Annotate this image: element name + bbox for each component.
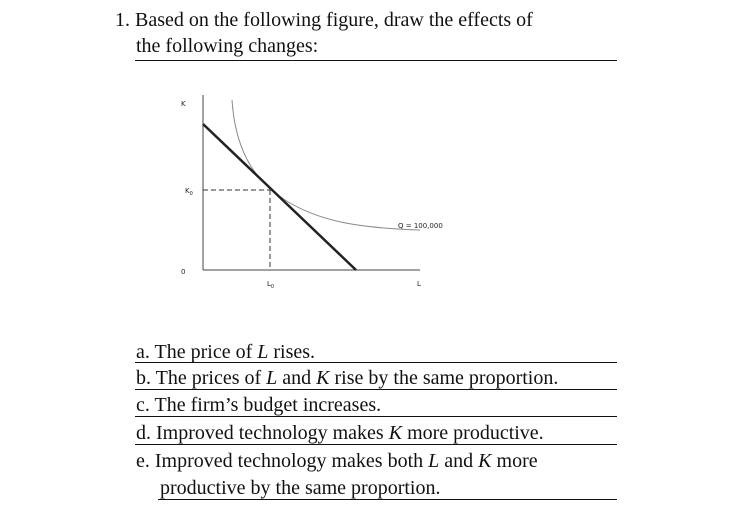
text: a. The price of [136,341,258,363]
figure: K K0 0 L0 L Q = 100,000 [181,95,443,290]
item: productive by the same proportion. [160,476,441,500]
isoquant [231,99,421,231]
text: c. The firm’s budget increases. [136,394,382,416]
axis-label: L0 [267,280,274,290]
isoquant-label: Q = 100,000 [398,222,443,230]
axis-label: K0 [185,187,193,197]
text: rise by the same proportion. [329,367,559,389]
underline [135,444,617,445]
text: 0 [190,191,193,197]
item: b. The prices of L and K rise by the sam… [136,366,558,390]
axis-label: L [417,280,421,288]
question-line: 1. Based on the following figure, draw t… [115,9,533,31]
text: 0 [271,284,274,290]
underline [135,362,617,363]
text: productive by the same proportion. [160,477,441,499]
item: c. The firm’s budget increases. [136,393,381,417]
text: K [316,367,330,389]
underline [135,60,617,61]
text: and [277,367,317,389]
text: L [266,367,278,389]
text: e. Improved technology makes both [136,450,429,472]
text: L [428,450,440,472]
underline [135,389,617,390]
item: d. Improved technology makes K more prod… [136,421,544,445]
underline [158,499,617,500]
question-line: the following changes: [136,35,319,57]
item: e. Improved technology makes both L and … [136,449,538,473]
text: K [185,187,190,195]
text: rises. [268,341,316,363]
origin-label: 0 [181,268,185,276]
axis-label: K [181,100,186,108]
underline [135,416,617,417]
text: more [491,450,538,472]
text: L [267,280,271,288]
text: d. Improved technology makes [136,422,389,444]
text: K [388,422,403,444]
text: and [439,450,479,472]
text: more productive. [402,422,544,444]
item: a. The price of L rises. [136,340,315,364]
isocost-line [202,123,357,271]
text: K [478,450,492,472]
text: b. The prices of [136,367,267,389]
text: L [257,341,269,363]
